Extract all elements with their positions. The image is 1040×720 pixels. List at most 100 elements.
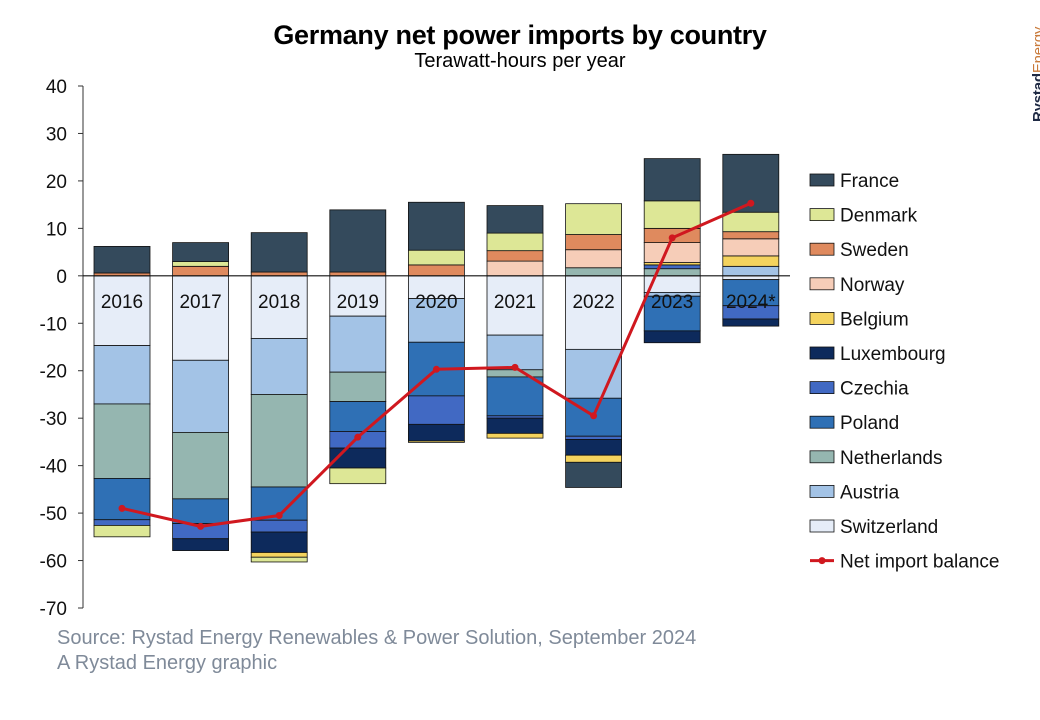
bar-segment-poland-2017 [172, 498, 230, 524]
y-tick-label: -30 [40, 409, 67, 430]
net-import-balance-point-2023 [668, 234, 676, 242]
net-import-balance-point-2018 [275, 511, 283, 519]
net-import-balance-point-2021 [511, 363, 519, 371]
net-import-balance-point-2016 [118, 504, 126, 512]
y-tick-label: 40 [46, 77, 67, 98]
bar-segment-norway-2023 [643, 242, 701, 263]
bar-segment-luxembourg-2017 [172, 538, 230, 551]
bar-segment-austria-2018 [250, 338, 308, 395]
bar-segment-poland-2019 [329, 401, 387, 432]
chart-subtitle: Terawatt-hours per year [414, 50, 626, 72]
bar-segment-denmark-2023 [643, 200, 701, 229]
bar-segment-sweden-2017 [172, 265, 230, 277]
legend-swatch-france [809, 173, 835, 187]
legend-swatch-switzerland [809, 519, 835, 533]
bar-segment-denmark-2018 [250, 556, 308, 563]
net-import-balance-point-2017 [197, 522, 205, 530]
bar-segment-france-2018 [250, 232, 308, 273]
y-tick-label: -20 [40, 362, 67, 383]
category-label-2021: 2021 [494, 292, 536, 313]
category-labels: 2016 2017 2018 2019 2020 2021 2022 2023 2024* [101, 292, 776, 313]
legend-label-sweden: Sweden [840, 240, 909, 261]
bar-segment-netherlands-2018 [250, 394, 308, 488]
category-label-2018: 2018 [258, 292, 300, 313]
bar-segment-czechia-2016 [93, 519, 151, 526]
y-tick-label: 0 [56, 267, 67, 288]
legend-swatch-marker [818, 557, 826, 565]
bar-segment-austria-2019 [329, 315, 387, 373]
bar-segment-austria-2017 [172, 359, 230, 433]
legend-swatch-netherlands [809, 450, 835, 464]
net-import-balance-point-2019 [354, 433, 362, 441]
bar-segment-czechia-2022 [565, 435, 622, 440]
bar-segment-france-2023 [643, 158, 701, 202]
legend-label-poland: Poland [840, 413, 899, 434]
bar-segment-denmark-2017 [172, 261, 230, 267]
category-label-2022: 2022 [572, 292, 614, 313]
legend-label-czechia: Czechia [840, 379, 909, 400]
bar-segment-france-2020 [407, 201, 465, 251]
bar-segment-belgium-2021 [486, 432, 544, 439]
category-label-2019: 2019 [337, 292, 379, 313]
y-tick-label: -50 [40, 504, 67, 525]
legend-label-switzerland: Switzerland [840, 517, 938, 538]
bar-segment-czechia-2018 [250, 519, 308, 533]
legend-swatch-norway [809, 277, 835, 291]
bar-segment-poland-2024 [722, 279, 780, 307]
category-label-2024: 2024* [726, 292, 776, 313]
bar-segment-czechia-2020 [407, 395, 465, 425]
bar-segment-sweden-2020 [407, 264, 465, 277]
bar-segment-sweden-2021 [486, 250, 544, 262]
bar-segment-norway-2024 [722, 238, 780, 257]
credit-note: A Rystad Energy graphic [57, 652, 278, 674]
bar-segment-denmark-2016 [93, 525, 151, 538]
legend-swatch-sweden [809, 242, 835, 256]
bar-segment-luxembourg-2021 [486, 417, 544, 434]
legend-label-belgium: Belgium [840, 309, 909, 330]
legend: France Denmark Sweden Norway Belgium Luxembou… [809, 171, 999, 573]
net-import-balance-point-2020 [432, 365, 440, 373]
bar-segment-switzerland-2016 [93, 275, 151, 346]
bar-segment-france-2019 [329, 209, 387, 273]
legend-swatch-luxembourg [809, 346, 835, 360]
net-import-balance-point-2022 [590, 412, 598, 420]
legend-label-luxembourg: Luxembourg [840, 344, 946, 365]
bar-segment-czechia-2023 [643, 264, 701, 270]
category-label-2017: 2017 [179, 292, 221, 313]
legend-label-austria: Austria [840, 482, 900, 503]
category-label-2020: 2020 [415, 292, 457, 313]
bar-segment-denmark-2019 [329, 467, 387, 485]
bar-segment-austria-2024 [722, 265, 780, 277]
legend-label-denmark: Denmark [840, 206, 918, 227]
y-tick-label: 30 [46, 124, 67, 145]
net-balance-line-layer [118, 199, 755, 530]
bar-segment-austria-2020 [407, 298, 465, 343]
bar-segment-france-2017 [172, 242, 230, 262]
y-tick-label: 10 [46, 219, 67, 240]
bar-segment-switzerland-2017 [172, 275, 230, 361]
bar-segment-france-2016 [93, 245, 151, 274]
bar-segment-denmark-2020 [407, 249, 465, 266]
legend-swatch-denmark [809, 208, 835, 222]
net-import-balance-point-2024 [747, 199, 755, 207]
y-tick-label: -10 [40, 314, 67, 335]
bar-segment-switzerland-2019 [329, 275, 387, 317]
bar-segment-poland-2021 [486, 376, 544, 417]
legend-label-norway: Norway [840, 275, 905, 296]
bar-segment-norway-2022 [565, 249, 622, 269]
bar-segment-luxembourg-2022 [565, 439, 622, 456]
bar-segment-belgium-2020 [407, 440, 465, 443]
y-tick-label: -40 [40, 457, 67, 478]
bar-segment-netherlands-2017 [172, 432, 230, 500]
bar-segment-denmark-2024 [722, 211, 780, 233]
y-tick-label: -60 [40, 552, 67, 573]
legend-swatch-austria [809, 484, 835, 498]
y-tick-label: 20 [46, 172, 67, 193]
bar-segment-belgium-2022 [565, 454, 622, 463]
bar-segment-sweden-2024 [722, 231, 780, 240]
bar-segment-netherlands-2019 [329, 371, 387, 402]
bar-segment-belgium-2024 [722, 255, 780, 267]
chart-title: Germany net power imports by country [273, 20, 767, 50]
legend-swatch-belgium [809, 311, 835, 325]
